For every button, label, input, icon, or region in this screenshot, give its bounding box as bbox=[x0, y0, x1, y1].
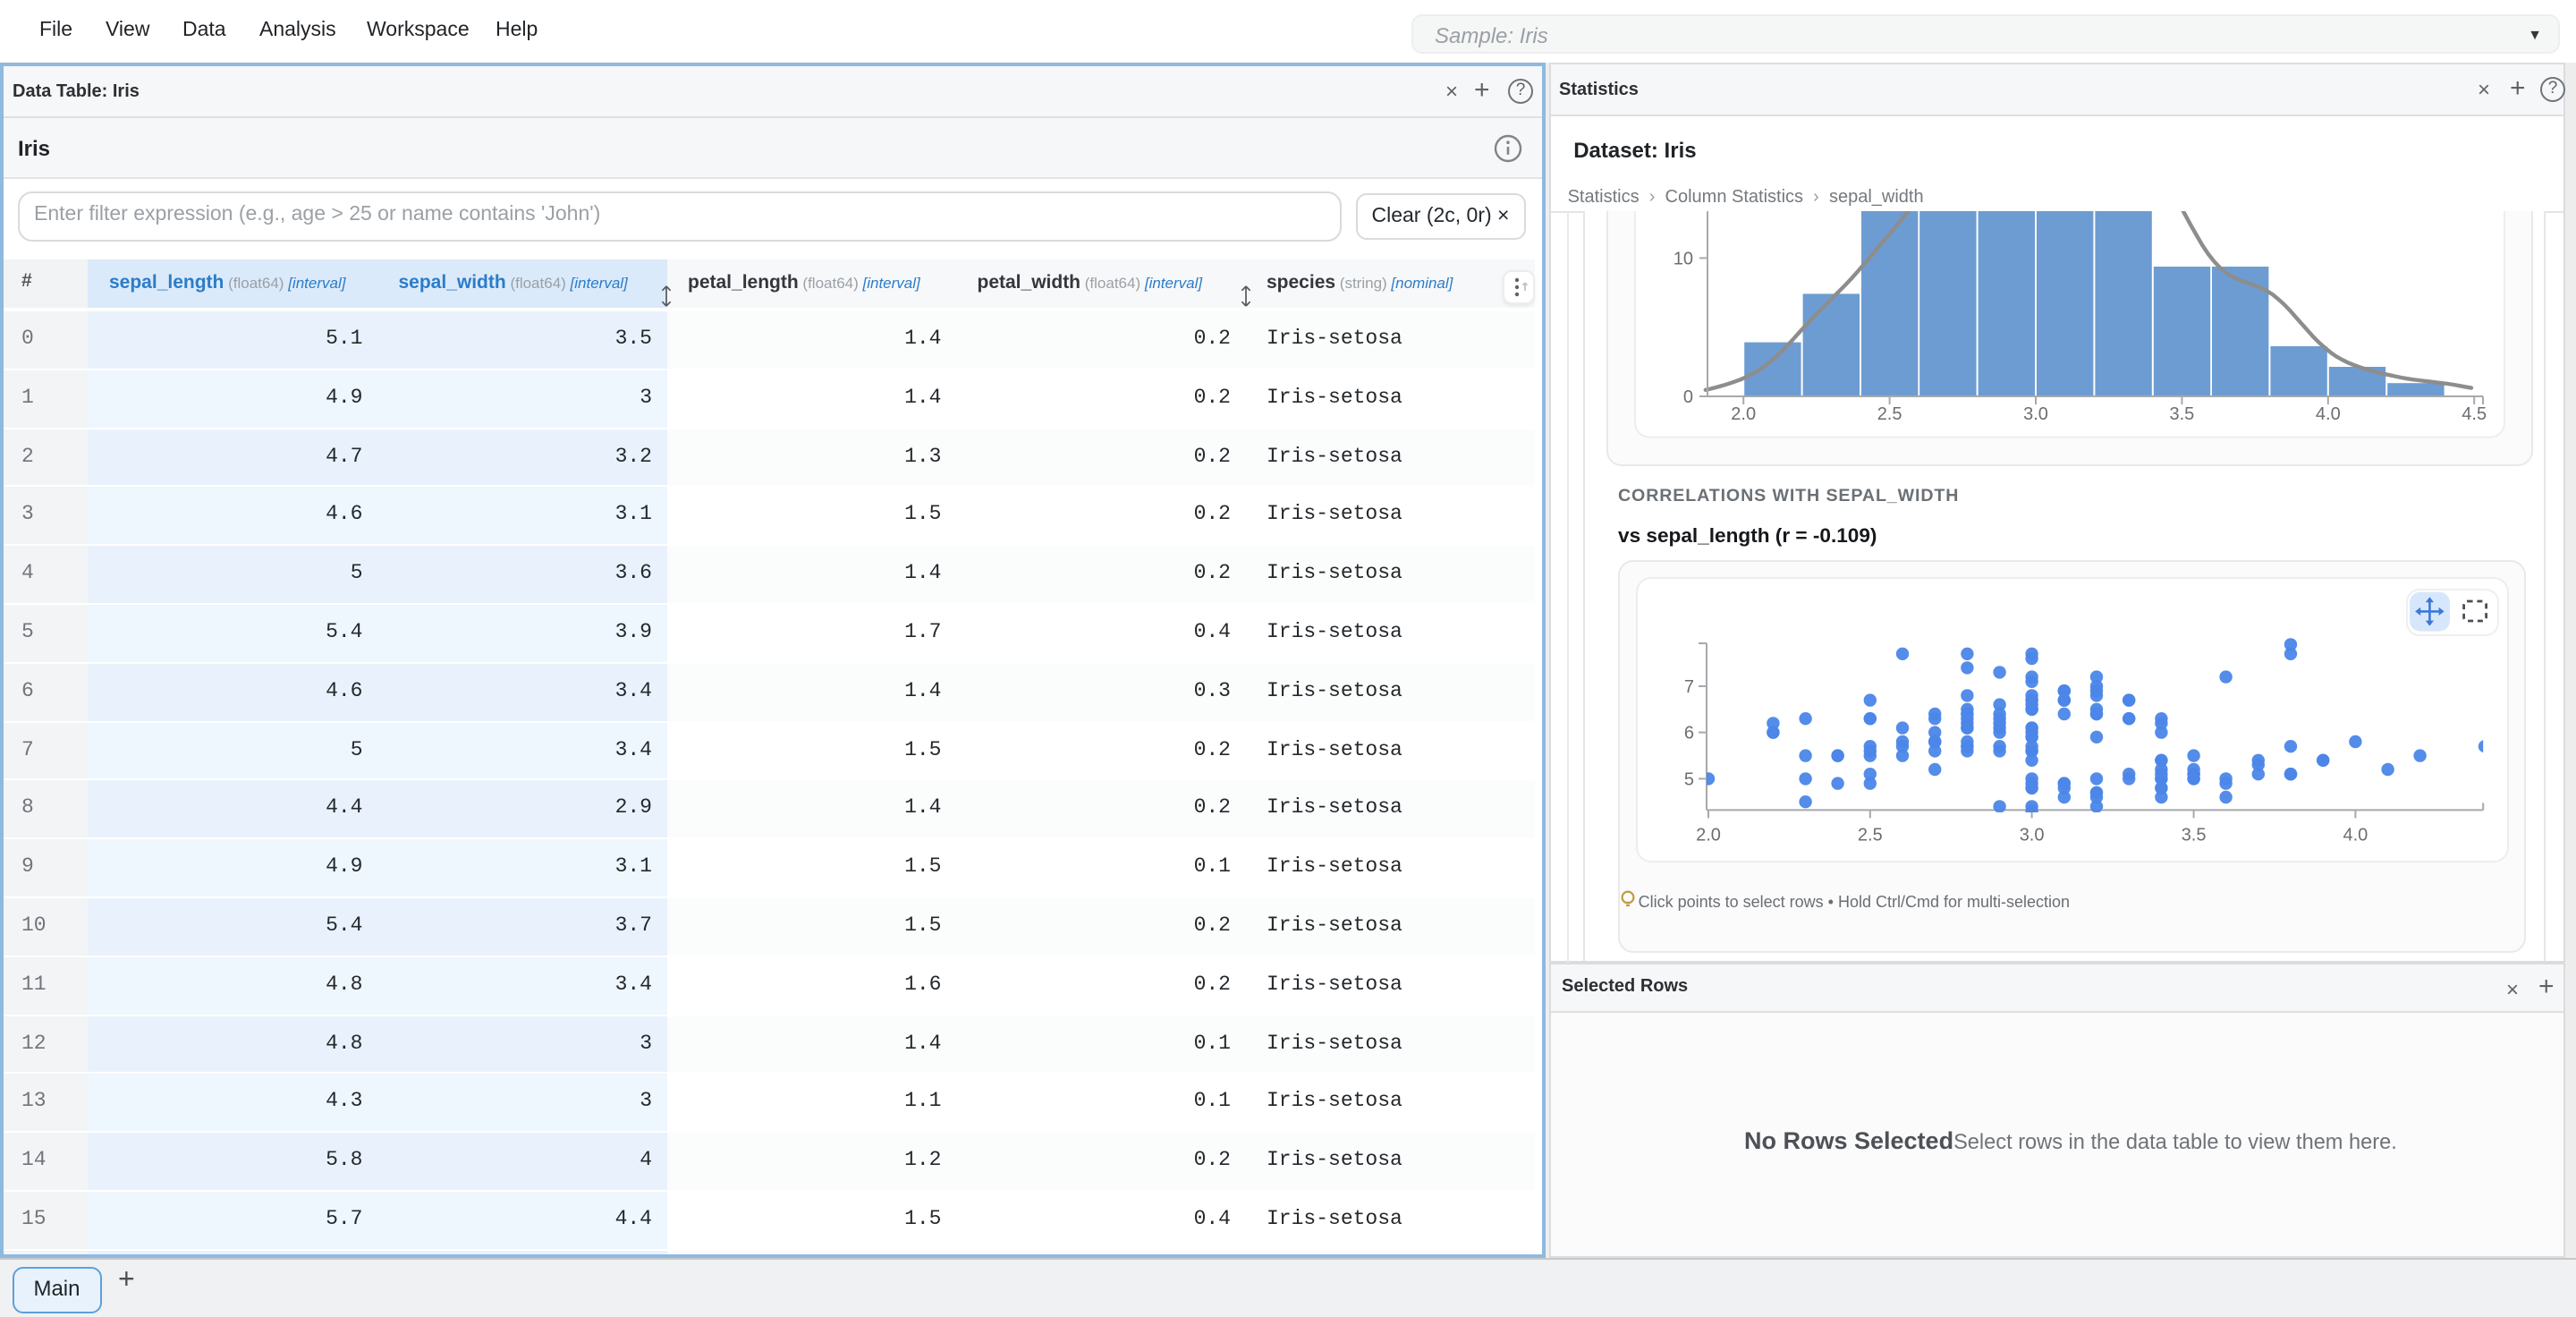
svg-text:6: 6 bbox=[1684, 723, 1694, 743]
svg-text:3.5: 3.5 bbox=[2169, 404, 2194, 423]
svg-text:3.5: 3.5 bbox=[2182, 824, 2207, 844]
svg-text:vs sepal_length (r = -0.109): vs sepal_length (r = -0.109) bbox=[1618, 523, 1877, 546]
svg-text:0: 0 bbox=[1683, 387, 1693, 406]
svg-text:5: 5 bbox=[1684, 769, 1694, 788]
svg-text:4.0: 4.0 bbox=[2343, 824, 2368, 844]
svg-text:Click points to select rows •: Click points to select rows • Hold Ctrl/… bbox=[1639, 892, 2070, 910]
svg-text:2.5: 2.5 bbox=[1877, 404, 1902, 423]
svg-text:2.0: 2.0 bbox=[1696, 824, 1721, 844]
svg-text:4.0: 4.0 bbox=[2316, 404, 2341, 423]
svg-text:3.0: 3.0 bbox=[2020, 824, 2045, 844]
svg-text:2.5: 2.5 bbox=[1858, 824, 1883, 844]
svg-text:CORRELATIONS WITH SEPAL_WIDTH: CORRELATIONS WITH SEPAL_WIDTH bbox=[1618, 485, 1959, 505]
svg-text:4.5: 4.5 bbox=[2462, 404, 2487, 423]
svg-text:7: 7 bbox=[1684, 676, 1694, 696]
svg-text:3.0: 3.0 bbox=[2023, 404, 2048, 423]
svg-text:2.0: 2.0 bbox=[1731, 404, 1756, 423]
svg-text:10: 10 bbox=[1674, 248, 1693, 268]
